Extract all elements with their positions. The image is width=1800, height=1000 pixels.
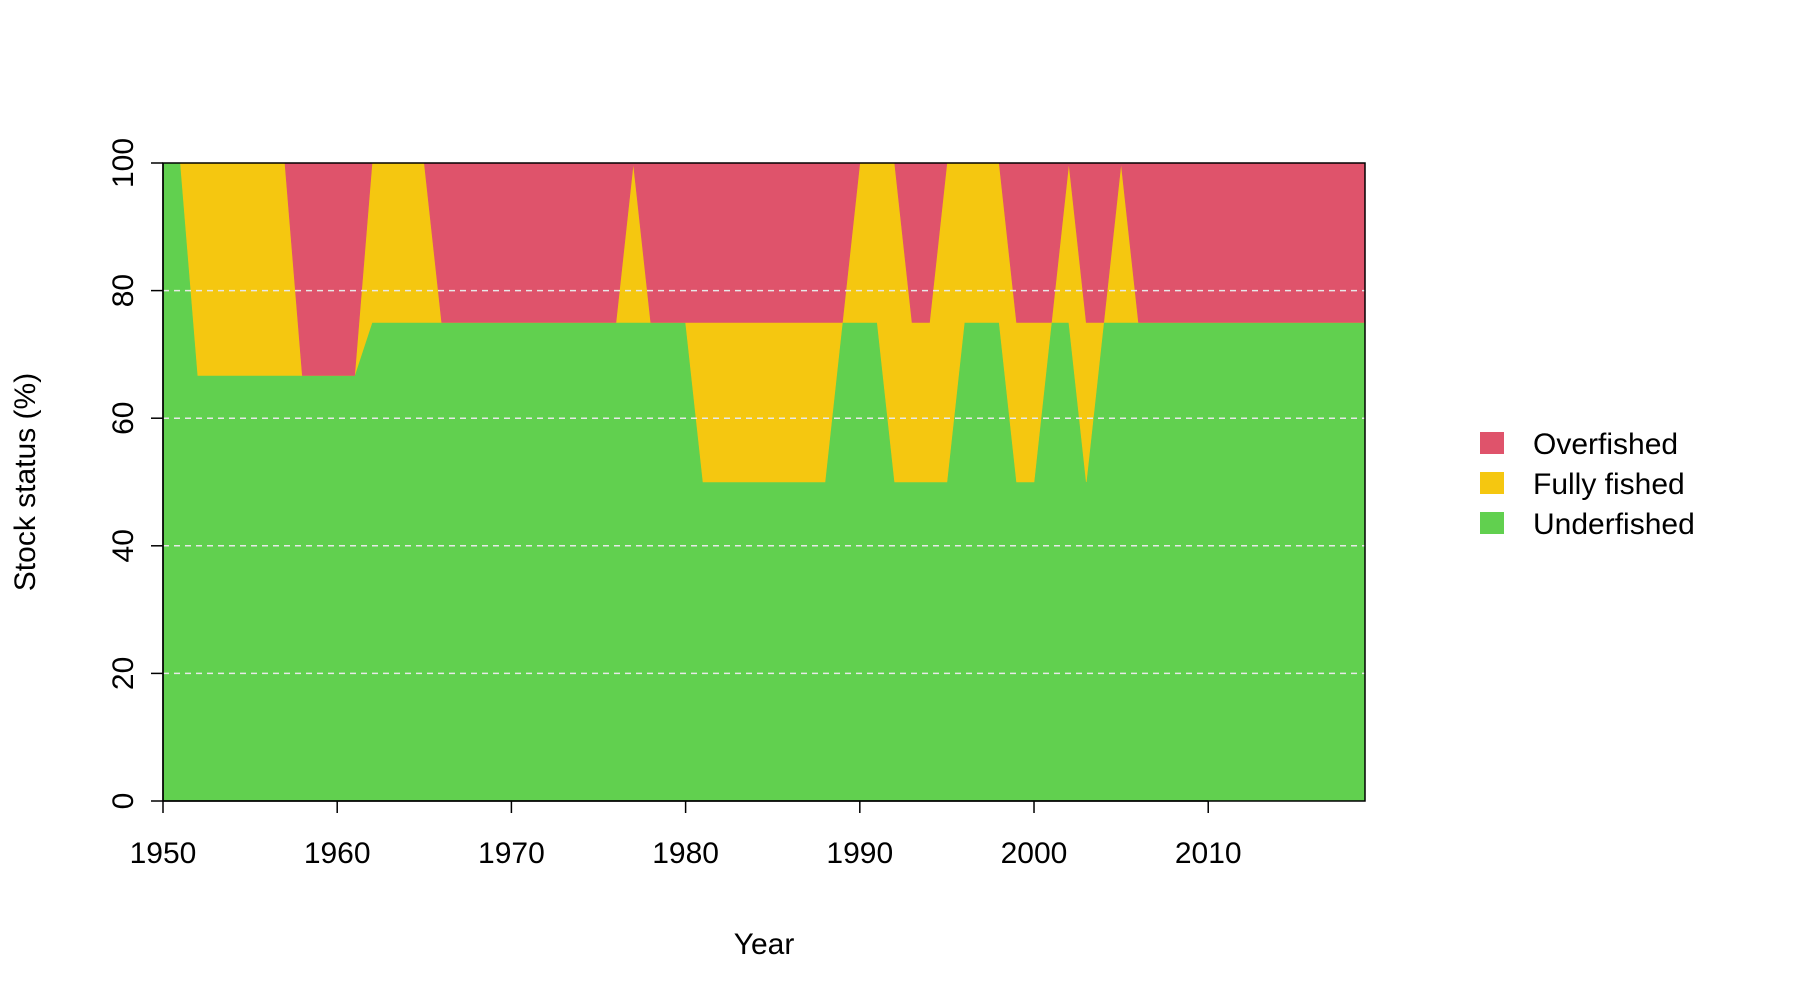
gridlines-group xyxy=(163,289,1365,675)
y-axis-title: Stock status (%) xyxy=(9,373,42,591)
y-axis: 0 20 40 60 80 100 xyxy=(107,138,164,810)
legend-label: Underfished xyxy=(1533,508,1695,541)
x-tick-label: 1950 xyxy=(130,837,197,870)
x-tick-label: 1990 xyxy=(826,837,893,870)
x-tick-label: 1960 xyxy=(304,837,371,870)
x-axis: 1950 1960 1970 1980 1990 2000 2010 xyxy=(130,800,1242,870)
y-tick-label: 60 xyxy=(107,402,140,435)
y-tick-label: 80 xyxy=(107,274,140,307)
x-axis-title: Year xyxy=(734,928,795,961)
x-tick-label: 1970 xyxy=(478,837,545,870)
x-tick-label: 2010 xyxy=(1175,837,1242,870)
legend-swatch xyxy=(1480,472,1504,494)
x-tick-label: 2000 xyxy=(1001,837,1068,870)
area-series-group xyxy=(162,162,1366,802)
x-tick-label: 1980 xyxy=(652,837,719,870)
y-tick-label: 40 xyxy=(107,529,140,562)
legend-item-underfished: Underfished xyxy=(1480,508,1695,541)
y-tick-label: 100 xyxy=(107,138,140,188)
legend-swatch xyxy=(1480,432,1504,454)
legend-label: Overfished xyxy=(1533,428,1678,461)
legend-item-fully-fished: Fully fished xyxy=(1480,468,1685,501)
legend-swatch xyxy=(1480,512,1504,534)
legend-item-overfished: Overfished xyxy=(1480,428,1678,461)
legend: Overfished Fully fished Underfished xyxy=(1480,428,1695,541)
y-tick-label: 20 xyxy=(107,657,140,690)
legend-label: Fully fished xyxy=(1533,468,1685,501)
y-tick-label: 0 xyxy=(107,793,140,810)
